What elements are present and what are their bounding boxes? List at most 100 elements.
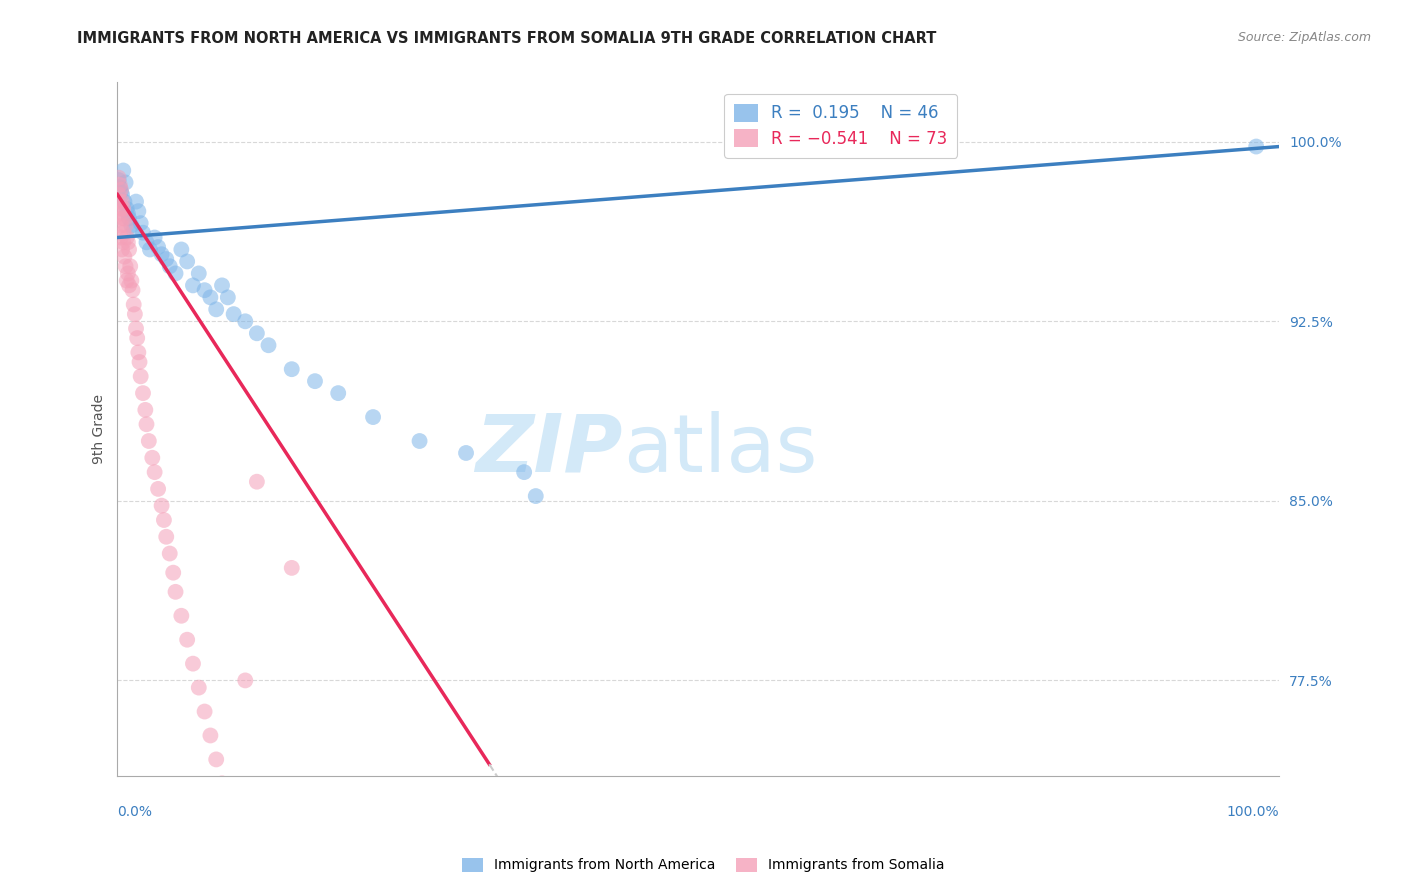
Point [1244,139,1267,153]
Point [170,608,193,623]
Point [176,632,198,647]
Point [408,434,430,448]
Point [143,230,166,244]
Point [110,230,132,244]
Point [108,194,131,209]
Point [110,202,132,216]
Point [150,247,173,261]
Point [200,290,222,304]
Point [111,194,134,209]
Point [129,369,152,384]
Point [108,206,131,220]
Point [304,374,326,388]
Point [328,386,350,401]
Point [257,338,280,352]
Point [117,267,139,281]
Point [115,230,138,244]
Point [107,173,129,187]
Point [125,194,148,209]
Text: atlas: atlas [623,411,817,489]
Point [181,278,204,293]
Point [112,226,135,240]
Point [159,259,181,273]
Point [112,194,135,209]
Point [112,250,135,264]
Point [187,267,209,281]
Point [112,163,135,178]
Point [125,321,148,335]
Point [108,178,131,192]
Point [222,810,245,824]
Point [117,235,139,250]
Point [110,185,132,199]
Point [181,657,204,671]
Text: IMMIGRANTS FROM NORTH AMERICA VS IMMIGRANTS FROM SOMALIA 9TH GRADE CORRELATION C: IMMIGRANTS FROM NORTH AMERICA VS IMMIGRA… [77,31,936,46]
Point [146,240,169,254]
Point [111,243,134,257]
Text: ZIP: ZIP [475,411,623,489]
Point [120,219,142,233]
Point [246,475,269,489]
Point [159,547,181,561]
Point [138,434,160,448]
Point [129,216,152,230]
Point [114,219,136,233]
Point [127,345,149,359]
Point [143,465,166,479]
Point [132,226,155,240]
Point [211,776,233,790]
Y-axis label: 9th Grade: 9th Grade [93,394,107,464]
Legend: Immigrants from North America, Immigrants from Somalia: Immigrants from North America, Immigrant… [456,852,950,878]
Point [150,499,173,513]
Point [112,202,135,216]
Point [176,254,198,268]
Point [121,283,143,297]
Point [165,584,187,599]
Point [122,297,145,311]
Point [115,202,138,216]
Point [108,180,131,194]
Point [246,326,269,341]
Point [110,183,132,197]
Legend: R =  0.195    N = 46, R = −0.541    N = 73: R = 0.195 N = 46, R = −0.541 N = 73 [724,94,957,158]
Point [361,410,384,425]
Point [246,865,269,880]
Point [194,283,217,297]
Point [211,278,233,293]
Point [146,482,169,496]
Point [280,362,302,376]
Point [120,259,142,273]
Point [112,211,135,226]
Point [187,681,209,695]
Point [111,187,134,202]
Point [155,252,177,266]
Point [112,235,135,250]
Point [194,705,217,719]
Point [233,834,256,848]
Text: 0.0%: 0.0% [118,805,152,820]
Point [280,561,302,575]
Point [118,211,141,226]
Point [118,278,141,293]
Point [117,206,139,220]
Point [513,465,536,479]
Point [217,290,239,304]
Text: 100.0%: 100.0% [1227,805,1279,820]
Point [222,307,245,321]
Point [107,187,129,202]
Point [134,403,156,417]
Point [132,386,155,401]
Point [135,417,157,432]
Point [128,355,150,369]
Point [200,729,222,743]
Point [170,243,193,257]
Point [114,259,136,273]
Point [124,307,146,321]
Point [127,204,149,219]
Point [153,513,176,527]
Point [454,446,477,460]
Point [127,331,149,345]
Point [139,243,162,257]
Point [135,235,157,250]
Point [155,530,177,544]
